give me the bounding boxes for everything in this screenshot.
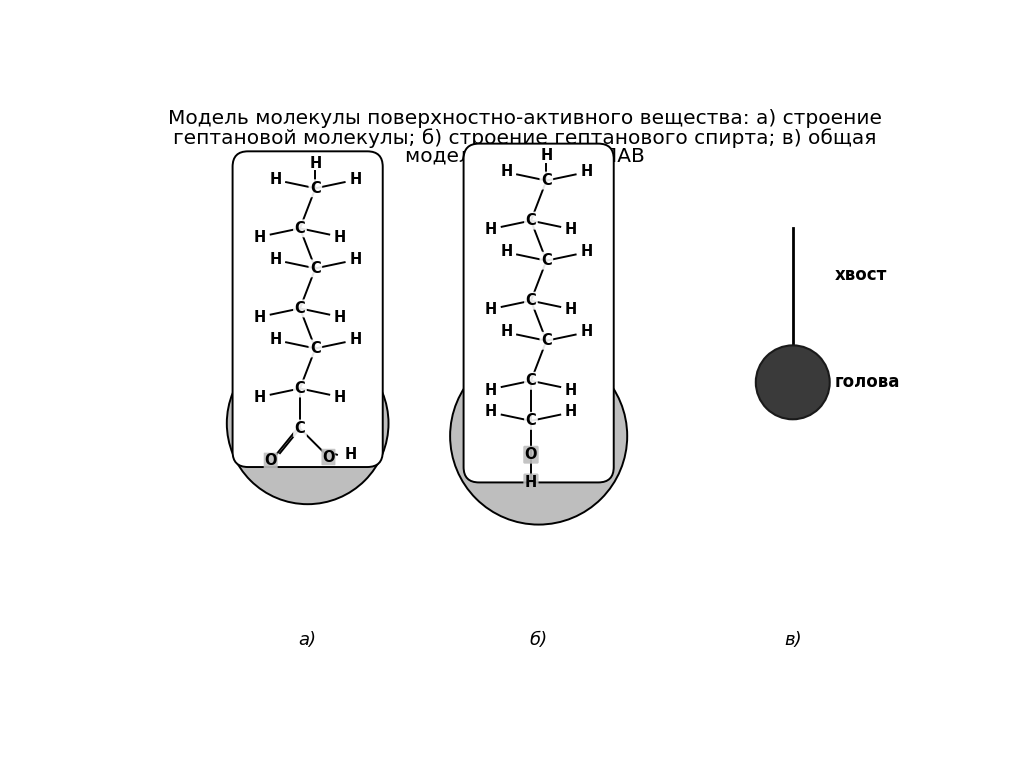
Text: H: H [581,324,593,339]
Text: H: H [500,324,512,339]
Circle shape [226,343,388,504]
Text: H: H [334,230,346,245]
Circle shape [451,347,628,525]
Text: Модель молекулы поверхностно-активного вещества: а) строение: Модель молекулы поверхностно-активного в… [168,109,882,128]
Text: O: O [264,453,276,469]
Text: H: H [269,172,282,186]
Text: H: H [334,310,346,325]
Text: б): б) [529,631,548,650]
Text: H: H [309,156,322,171]
Text: H: H [254,390,266,405]
FancyBboxPatch shape [464,143,613,482]
Text: C: C [295,301,305,316]
Text: C: C [310,181,321,196]
Text: а): а) [299,631,316,650]
Text: H: H [541,149,553,163]
Text: гептановой молекулы; б) строение гептанового спирта; в) общая: гептановой молекулы; б) строение гептано… [173,128,877,148]
Circle shape [756,345,829,420]
Text: H: H [334,390,346,405]
Text: H: H [581,164,593,179]
Text: H: H [254,230,266,245]
Text: C: C [295,381,305,396]
Text: H: H [349,252,361,267]
Text: голова: голова [836,374,900,391]
Text: H: H [525,475,537,490]
Text: H: H [565,222,578,237]
Text: O: O [524,447,538,463]
Text: O: O [323,449,335,465]
Text: H: H [581,244,593,259]
Text: C: C [525,293,537,308]
Text: C: C [310,261,321,276]
FancyBboxPatch shape [232,151,383,467]
Text: H: H [269,331,282,347]
Text: H: H [500,244,512,259]
Text: в): в) [784,631,802,650]
Text: C: C [310,341,321,356]
Text: H: H [345,447,357,463]
Text: H: H [484,404,497,419]
Text: H: H [484,383,497,397]
Text: C: C [525,213,537,228]
Text: C: C [295,421,305,436]
Text: H: H [349,172,361,186]
Text: H: H [500,164,512,179]
Text: H: H [565,302,578,318]
Text: C: C [525,413,537,428]
Text: H: H [565,383,578,397]
Text: C: C [541,333,552,348]
Text: H: H [565,404,578,419]
Text: хвост: хвост [836,265,888,284]
Text: C: C [541,173,552,188]
Text: C: C [541,253,552,268]
Text: C: C [295,221,305,235]
Text: H: H [349,331,361,347]
Text: H: H [269,252,282,267]
Text: H: H [254,310,266,325]
Text: H: H [484,302,497,318]
Text: H: H [484,222,497,237]
Text: C: C [525,374,537,388]
Text: модель молекулы ПАВ: модель молекулы ПАВ [404,147,645,166]
